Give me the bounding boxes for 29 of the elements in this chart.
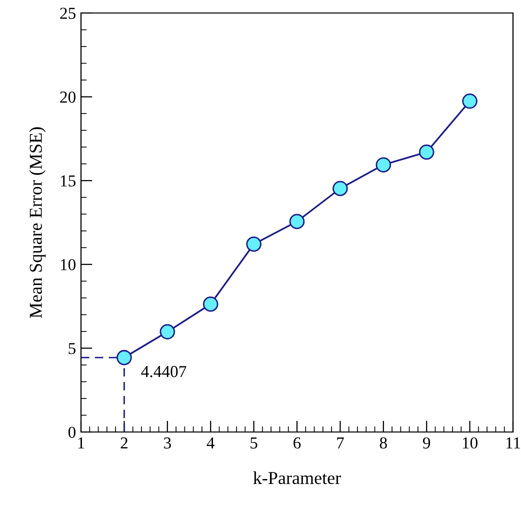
x-tick-label: 4 (206, 437, 215, 448)
point (289, 214, 305, 230)
y-tick-label: 0 (68, 426, 76, 438)
y-tick-label: 10 (60, 259, 76, 270)
point (116, 350, 132, 366)
x-tick-label: 10 (462, 437, 478, 449)
x-tick-label: 7 (337, 438, 344, 448)
y-tick-label: 20 (60, 92, 76, 103)
y-tick-label: 5 (68, 343, 76, 354)
point (418, 144, 434, 160)
point (160, 324, 176, 340)
y-tick-label: 25 (60, 8, 76, 19)
y-axis-title: Mean Square Error (MSE) (29, 127, 46, 318)
x-axis-title: k-Parameter (253, 471, 341, 484)
x-tick-label: 11 (506, 437, 520, 448)
point (332, 180, 348, 196)
y-tick-label: 15 (60, 175, 76, 187)
point (246, 236, 262, 252)
x-tick-label: 5 (250, 438, 258, 449)
point (202, 296, 218, 312)
x-tick-label: 9 (422, 437, 430, 449)
annotation: 4.4407 (141, 366, 186, 378)
x-tick-label: 8 (380, 437, 387, 449)
x-tick-label: 2 (120, 437, 128, 448)
x-tick-label: 1 (78, 437, 84, 448)
x-tick-label: 3 (164, 437, 171, 449)
point (376, 157, 392, 172)
point (462, 94, 478, 109)
x-tick-label: 6 (294, 437, 301, 449)
